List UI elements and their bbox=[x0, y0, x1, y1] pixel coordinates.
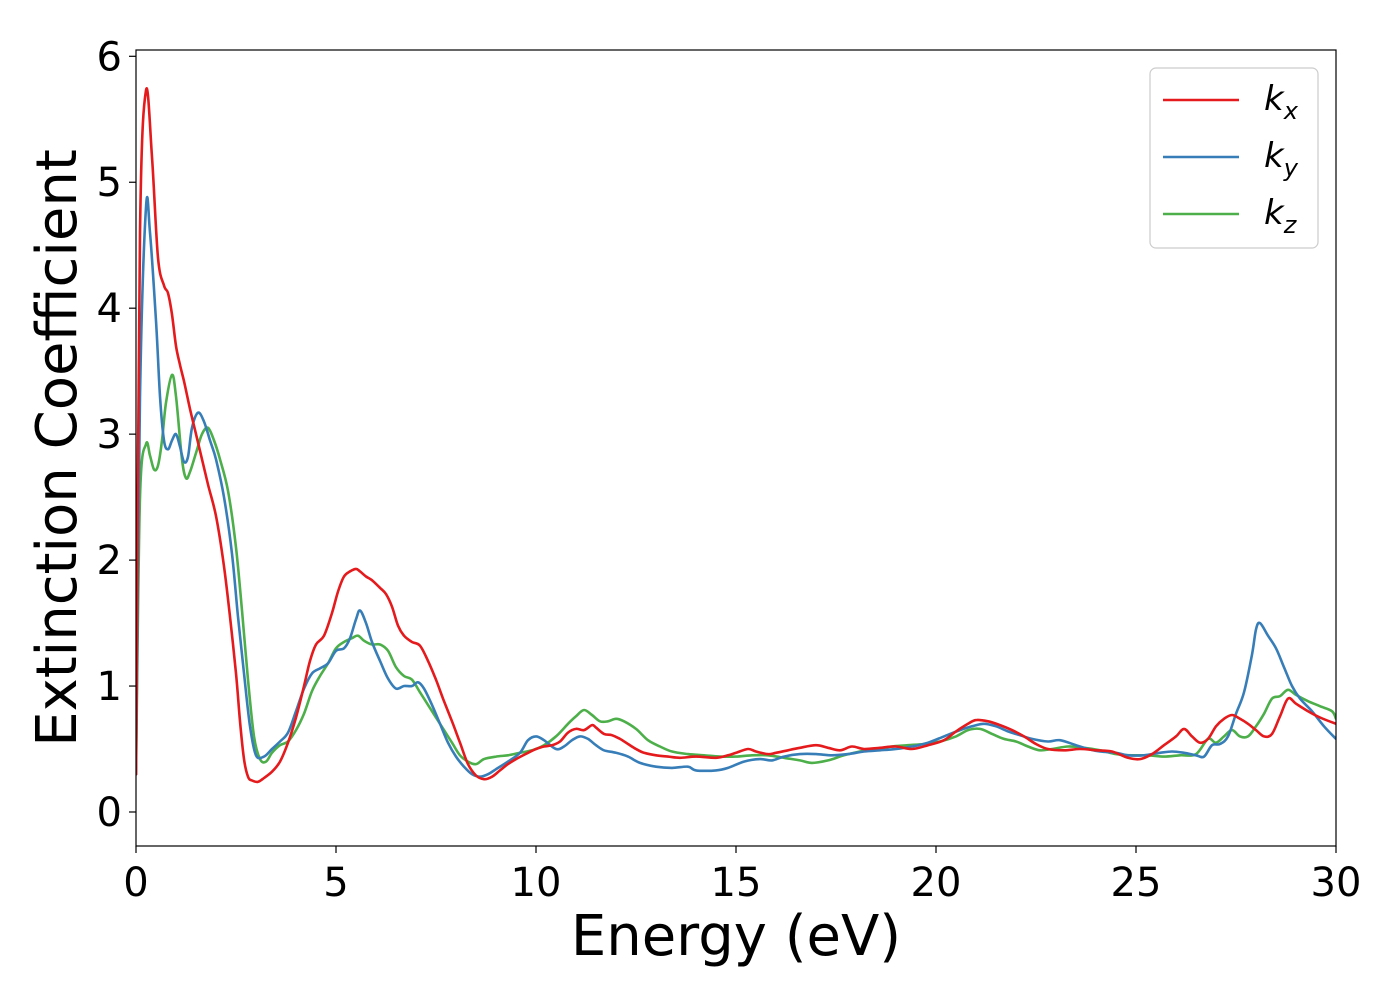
legend-label-ky: ky bbox=[1264, 136, 1299, 182]
x-tick-label: 0 bbox=[123, 860, 148, 906]
x-tick-label: 5 bbox=[323, 860, 348, 906]
y-tick-label: 5 bbox=[97, 160, 122, 206]
y-axis-title: Extinction Coefficient bbox=[25, 149, 90, 747]
legend-label-subscript: x bbox=[1283, 97, 1299, 125]
legend-label-subscript: y bbox=[1283, 154, 1299, 182]
x-axis-title: Energy (eV) bbox=[571, 904, 901, 969]
y-tick-label: 6 bbox=[97, 34, 122, 80]
legend-label-main: k bbox=[1264, 79, 1285, 119]
x-tick-label: 30 bbox=[1311, 860, 1362, 906]
x-axis: 0 5 10 15 20 25 30 bbox=[123, 846, 1361, 906]
series-layer bbox=[136, 87, 1336, 784]
legend-label-subscript: z bbox=[1283, 211, 1298, 239]
series-line-kx bbox=[136, 87, 1336, 784]
x-tick-label: 25 bbox=[1111, 860, 1162, 906]
legend-label-main: k bbox=[1264, 193, 1285, 233]
y-tick-label: 0 bbox=[97, 790, 122, 836]
y-tick-label: 1 bbox=[97, 664, 122, 710]
y-tick-label: 2 bbox=[97, 538, 122, 584]
x-tick-label: 15 bbox=[711, 860, 762, 906]
legend-label-main: k bbox=[1264, 136, 1285, 176]
legend-label-kx: kx bbox=[1264, 79, 1299, 125]
y-axis: 0 1 2 3 4 5 6 bbox=[97, 34, 136, 836]
x-tick-label: 20 bbox=[911, 860, 962, 906]
series-line-ky bbox=[136, 196, 1336, 778]
legend-label-kz: kz bbox=[1264, 193, 1298, 239]
x-tick-label: 10 bbox=[511, 860, 562, 906]
y-tick-label: 3 bbox=[97, 412, 122, 458]
y-tick-label: 4 bbox=[97, 286, 122, 332]
